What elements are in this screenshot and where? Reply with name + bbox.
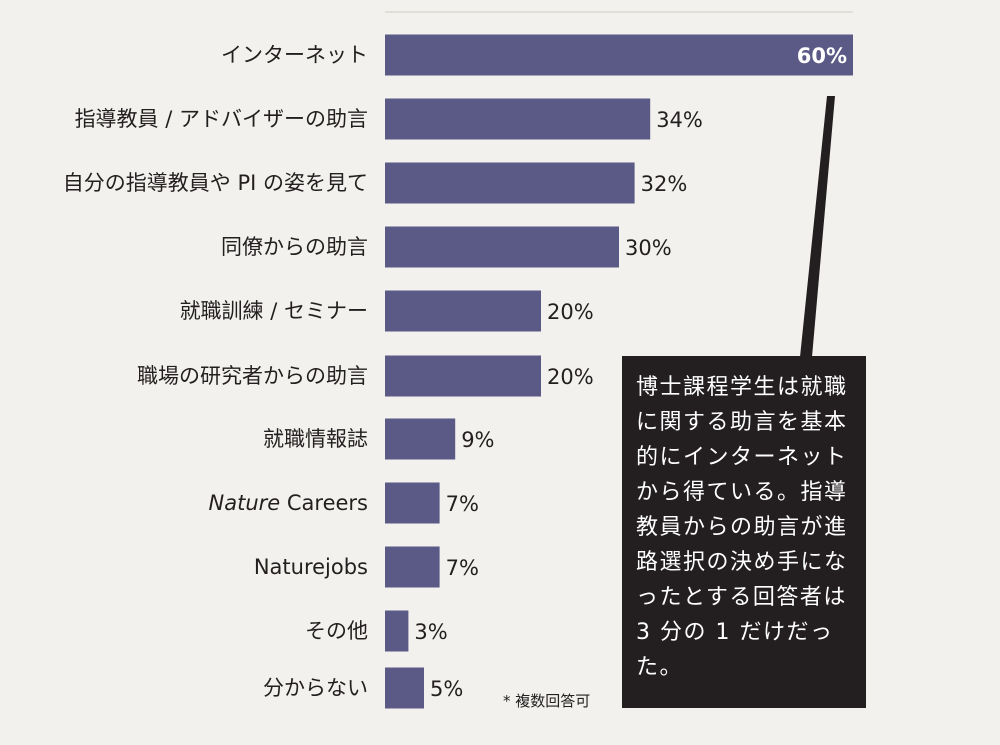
callout-text: 博士課程学生は就職に関する助言を基本的にインターネットから得ている。指導教員から… <box>636 375 848 680</box>
callout-pointer <box>800 96 835 357</box>
bar <box>385 418 456 460</box>
value-label: 20% <box>547 365 594 389</box>
value-label: 30% <box>625 236 672 260</box>
category-label: Naturejobs <box>254 555 368 579</box>
category-label: 職場の研究者からの助言 <box>137 364 368 388</box>
bar <box>385 546 440 588</box>
category-label: 同僚からの助言 <box>221 235 368 259</box>
bar <box>385 610 409 652</box>
value-label: 9% <box>461 428 494 452</box>
callout-box: 博士課程学生は就職に関する助言を基本的にインターネットから得ている。指導教員から… <box>622 356 866 708</box>
bar <box>385 98 651 140</box>
bar <box>385 667 424 709</box>
bar <box>385 162 635 204</box>
bars-group: インターネット 60% 指導教員 / アドバイザーの助言 34% 自分の指導教員や PI… <box>63 34 853 709</box>
bar <box>385 226 619 268</box>
bar <box>385 34 853 76</box>
value-label: 7% <box>446 492 479 516</box>
category-label: 指導教員 / アドバイザーの助言 <box>75 107 368 131</box>
value-label: 32% <box>641 172 688 196</box>
category-label: インターネット <box>221 43 368 67</box>
category-label: Nature Careers <box>209 491 368 515</box>
category-label: 就職情報誌 <box>263 427 368 451</box>
value-label: 60% <box>797 44 847 68</box>
footnote: * 複数回答可 <box>503 692 591 710</box>
bar <box>385 355 541 397</box>
bar <box>385 290 541 332</box>
category-label: 分からない <box>263 676 368 700</box>
category-label: 就職訓練 / セミナー <box>180 299 368 323</box>
value-label: 5% <box>430 677 463 701</box>
category-label: その他 <box>305 619 368 643</box>
category-label: 自分の指導教員や PI の姿を見て <box>63 171 368 195</box>
value-label: 34% <box>656 108 703 132</box>
value-label: 3% <box>414 620 447 644</box>
value-label: 20% <box>547 300 594 324</box>
value-label: 7% <box>446 556 479 580</box>
bar <box>385 482 440 524</box>
